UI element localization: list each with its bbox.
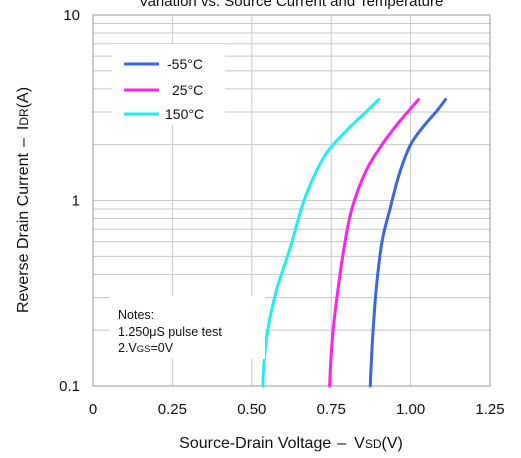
legend: -55°C 25°C 150°C — [112, 44, 225, 125]
y-axis-label-unit: (A) — [15, 87, 32, 108]
notes-line-2-tail: =0V — [151, 341, 174, 355]
x-tick-label: 0.50 — [237, 401, 266, 418]
legend-label-series-1: -55°C — [167, 56, 203, 72]
y-tick-label: 10 — [63, 7, 80, 24]
legend-label-series-2: 25°C — [172, 82, 203, 98]
series-line-1 — [368, 98, 447, 388]
series-line-3 — [261, 98, 381, 388]
legend-label-series-3: 150°C — [165, 106, 204, 122]
y-axis-label-main: Reverse Drain Current — [15, 152, 32, 313]
notes-title: Notes: — [118, 308, 154, 322]
x-axis-ticks: 0 0.25 0.50 0.75 1.00 1.25 — [89, 401, 505, 418]
y-axis-label-dash: – — [15, 138, 32, 147]
legend-box — [112, 44, 225, 125]
x-axis-label: Source-Drain Voltage – VSD(V) — [179, 435, 403, 452]
x-axis-label-main: Source-Drain Voltage — [179, 435, 331, 452]
x-tick-label: 0.25 — [158, 401, 187, 418]
x-tick-label: 1.00 — [396, 401, 425, 418]
notes-line-2: 2.VGS=0V — [118, 341, 174, 355]
plot-frame — [92, 14, 491, 387]
y-tick-label: 1 — [72, 193, 80, 210]
series-line-2 — [328, 98, 420, 388]
y-axis-label-sub: DR — [17, 108, 31, 126]
series-group — [261, 98, 447, 388]
x-tick-label: 0.75 — [317, 401, 346, 418]
notes: Notes: 1.250μS pulse test 2.VGS=0V — [110, 296, 265, 359]
notes-line-2-lead: 2.V — [118, 341, 137, 355]
y-axis-ticks: 0.1 1 10 — [59, 7, 80, 395]
chart-title: Variation vs. Source Current and Tempera… — [139, 0, 444, 10]
notes-box — [110, 296, 265, 359]
x-axis-label-dash: – — [337, 435, 346, 452]
x-tick-label: 1.25 — [475, 401, 504, 418]
x-axis-label-unit: (V) — [382, 435, 403, 452]
y-axis-label: Reverse Drain Current – IDR(A) — [15, 87, 32, 313]
x-tick-label: 0 — [89, 401, 97, 418]
x-axis-label-sub: SD — [365, 437, 382, 451]
notes-line-1: 1.250μS pulse test — [118, 325, 222, 339]
x-axis-label-sym: V — [354, 435, 365, 452]
y-axis-label-sym: I — [15, 126, 32, 130]
notes-line-2-sub: GS — [137, 344, 151, 355]
y-tick-label: 0.1 — [59, 378, 80, 395]
